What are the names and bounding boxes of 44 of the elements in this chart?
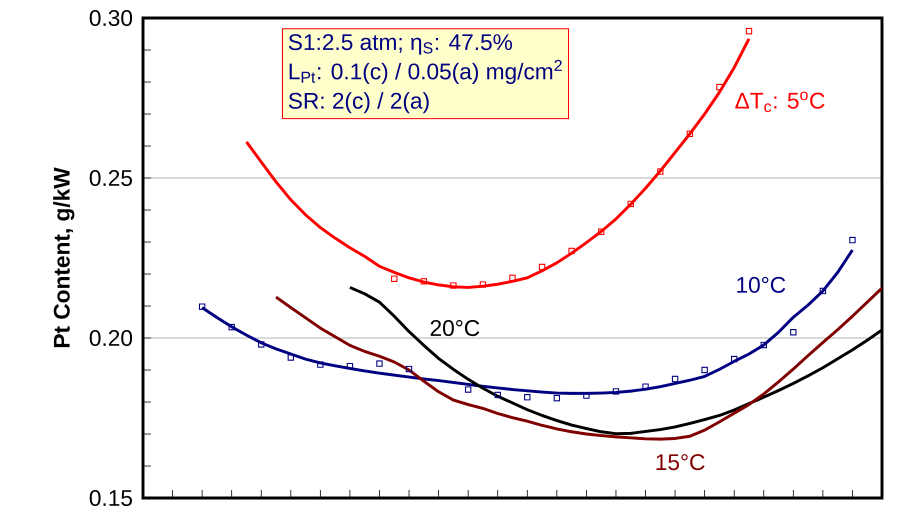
point bbox=[554, 394, 560, 402]
point bbox=[686, 130, 694, 138]
point bbox=[672, 376, 678, 382]
point bbox=[228, 324, 235, 330]
point bbox=[820, 288, 826, 294]
point bbox=[731, 356, 738, 362]
point bbox=[716, 84, 723, 90]
point bbox=[464, 386, 472, 393]
point bbox=[760, 342, 767, 348]
point bbox=[450, 282, 457, 289]
point bbox=[568, 248, 575, 254]
series-label: 20°C bbox=[430, 320, 480, 336]
point bbox=[598, 228, 604, 235]
annotation: S1:2.5 atm; η$_{S}$: 47.5% bbox=[288, 34, 512, 55]
point bbox=[657, 168, 664, 175]
point bbox=[538, 264, 546, 270]
annotation: SR: 2(c) / 2(a) bbox=[288, 92, 429, 114]
point bbox=[317, 361, 324, 368]
point bbox=[524, 394, 530, 400]
series-label: 15°C bbox=[656, 454, 705, 470]
point bbox=[420, 278, 428, 285]
point bbox=[391, 276, 398, 282]
point bbox=[612, 388, 620, 395]
point bbox=[746, 28, 752, 34]
point bbox=[198, 303, 206, 310]
series-label: ΔT$_{c}$: 5$^{o}$C bbox=[735, 92, 825, 112]
point bbox=[376, 360, 383, 367]
point bbox=[406, 366, 412, 372]
y-tick-label: 0.15 bbox=[90, 490, 132, 506]
point bbox=[790, 329, 797, 336]
series-label: 10°C bbox=[737, 276, 786, 293]
point bbox=[494, 392, 501, 398]
y-tick-label: 0.30 bbox=[90, 10, 132, 26]
point bbox=[628, 200, 634, 208]
y-axis-title: Pt Content, g/kW bbox=[53, 167, 74, 348]
point bbox=[849, 236, 856, 244]
annotation: L$_{Pt}$: 0.1(c) / 0.05(a) mg/cm$^{2}$ bbox=[290, 60, 562, 84]
point bbox=[701, 366, 708, 374]
point bbox=[288, 354, 294, 361]
point bbox=[480, 281, 486, 288]
y-tick-label: 0.25 bbox=[90, 170, 132, 186]
point bbox=[509, 274, 516, 282]
y-tick-label: 0.20 bbox=[90, 330, 132, 346]
point bbox=[258, 341, 264, 348]
